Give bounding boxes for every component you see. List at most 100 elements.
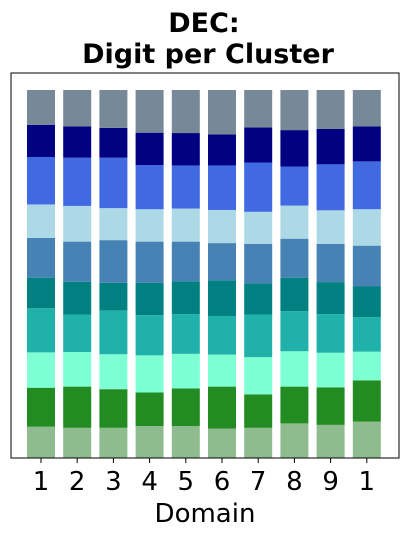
bar-segment-3-9 <box>99 127 128 158</box>
bar-segment-7-2 <box>244 394 273 428</box>
bar-segment-1-10 <box>27 90 55 125</box>
bar-segment-7-10 <box>244 90 273 128</box>
bar-segment-5-3 <box>171 353 200 389</box>
bar-segment-6-3 <box>208 354 236 387</box>
x-tick-label-6: 6 <box>214 467 231 497</box>
bar-segment-6-4 <box>208 315 236 355</box>
bar-segment-3-8 <box>99 157 128 209</box>
bar-segment-6-5 <box>208 280 236 316</box>
bar-segment-7-6 <box>244 243 273 284</box>
bar-segment-3-1 <box>99 427 128 458</box>
bar-segment-10-9 <box>352 126 381 162</box>
bar-segment-1-4 <box>27 308 55 353</box>
bar-segment-7-5 <box>244 283 273 315</box>
bar-segment-8-5 <box>280 277 309 312</box>
bar-segment-7-7 <box>244 211 273 244</box>
x-tick-label-3: 3 <box>105 467 122 497</box>
bar-segment-7-3 <box>244 357 273 395</box>
bar-segment-4-6 <box>135 241 164 283</box>
bar-segment-7-4 <box>244 314 273 358</box>
bar-segment-9-6 <box>316 243 345 283</box>
chart-title-line-2: Digit per Cluster <box>82 39 334 70</box>
bar-segment-10-2 <box>352 380 381 422</box>
bar-segment-9-1 <box>316 424 345 458</box>
x-tick-label-5: 5 <box>178 467 195 497</box>
bar-segment-3-2 <box>99 389 128 428</box>
bar-segment-10-3 <box>352 351 381 381</box>
bar-segment-10-1 <box>352 421 381 458</box>
bar-segment-5-9 <box>171 133 200 166</box>
x-tick-label-2: 2 <box>69 467 86 497</box>
bar-segment-3-6 <box>99 240 128 283</box>
bar-segment-2-10 <box>63 90 92 127</box>
bar-segment-4-2 <box>135 392 164 426</box>
x-tick-label-1: 1 <box>33 467 50 497</box>
bar-segment-1-7 <box>27 204 55 238</box>
bar-segment-5-7 <box>171 208 200 242</box>
bar-segment-9-3 <box>316 352 345 388</box>
bar-segment-4-4 <box>135 315 164 356</box>
bar-segment-5-2 <box>171 388 200 426</box>
bar-segment-6-10 <box>208 90 236 135</box>
x-tick-label-8: 8 <box>286 467 303 497</box>
bar-segment-1-5 <box>27 277 55 309</box>
bar-segment-8-7 <box>280 205 309 239</box>
bar-segment-3-10 <box>99 90 128 128</box>
bar-segment-4-3 <box>135 355 164 393</box>
bars-group <box>27 90 381 458</box>
bar-segment-5-1 <box>171 425 200 458</box>
bar-segment-6-1 <box>208 428 236 458</box>
bar-segment-4-7 <box>135 209 164 242</box>
bar-segment-2-4 <box>63 314 92 353</box>
x-axis-label: Domain <box>155 499 256 529</box>
bar-segment-10-5 <box>352 286 381 318</box>
x-tick-label-9: 9 <box>322 467 339 497</box>
bar-segment-2-9 <box>63 126 92 158</box>
bar-segment-8-2 <box>280 386 309 424</box>
bar-segment-6-8 <box>208 165 236 210</box>
bar-segment-2-2 <box>63 386 92 428</box>
bar-segment-2-1 <box>63 427 92 458</box>
bar-segment-5-6 <box>171 241 200 282</box>
bar-segment-1-9 <box>27 124 55 157</box>
bar-segment-8-1 <box>280 423 309 458</box>
bar-segment-1-1 <box>27 426 55 458</box>
bar-segment-2-6 <box>63 241 92 282</box>
bar-segment-1-8 <box>27 156 55 205</box>
bar-segment-9-9 <box>316 129 345 165</box>
bar-segment-2-8 <box>63 157 92 206</box>
bar-segment-1-3 <box>27 352 55 388</box>
bar-segment-4-9 <box>135 132 164 166</box>
chart-title-line-1: DEC: <box>168 8 239 39</box>
bar-segment-6-2 <box>208 386 236 429</box>
bar-segment-3-4 <box>99 310 128 355</box>
x-tick-label-4: 4 <box>141 467 158 497</box>
bar-segment-8-6 <box>280 238 309 278</box>
bar-segment-3-3 <box>99 354 128 390</box>
bar-segment-8-8 <box>280 166 309 206</box>
bar-segment-10-8 <box>352 161 381 210</box>
bar-segment-4-5 <box>135 282 164 316</box>
bar-segment-10-10 <box>352 90 381 127</box>
bar-segment-7-8 <box>244 162 273 212</box>
bar-segment-4-1 <box>135 425 164 458</box>
bar-segment-5-8 <box>171 165 200 209</box>
bar-segment-2-7 <box>63 205 92 242</box>
bar-segment-10-4 <box>352 317 381 352</box>
bar-segment-10-6 <box>352 245 381 287</box>
bar-segment-8-4 <box>280 311 309 352</box>
bar-segment-8-9 <box>280 130 309 167</box>
bar-segment-9-5 <box>316 282 345 315</box>
bar-segment-7-1 <box>244 427 273 458</box>
bar-segment-9-2 <box>316 387 345 425</box>
bar-segment-9-8 <box>316 164 345 211</box>
bar-segment-6-6 <box>208 243 236 281</box>
plot-frame <box>10 72 400 459</box>
x-tick-label-10: 1 <box>359 467 376 497</box>
bar-segment-1-2 <box>27 387 55 427</box>
bar-segment-4-10 <box>135 90 164 133</box>
bar-segment-8-10 <box>280 90 309 131</box>
bar-segment-2-3 <box>63 352 92 387</box>
